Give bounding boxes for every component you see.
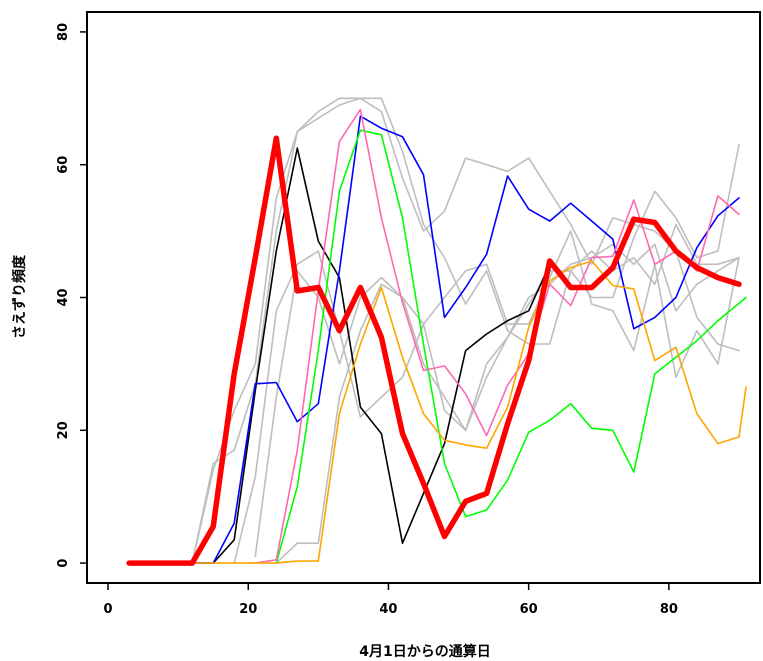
x-tick-label: 80 <box>660 602 678 617</box>
series-line-4 <box>254 243 740 558</box>
series-line-10 <box>128 260 747 564</box>
y-tick-label: 40 <box>56 288 71 306</box>
series-line-5 <box>275 223 740 564</box>
x-axis-label: 4月1日からの通算日 <box>359 643 490 660</box>
x-tick-label: 20 <box>239 602 257 617</box>
y-tick-label: 80 <box>56 23 71 41</box>
series-line-9 <box>254 108 740 564</box>
y-tick-label: 20 <box>56 421 71 439</box>
y-tick-label: 0 <box>56 559 71 568</box>
y-tick-label: 60 <box>56 156 71 174</box>
series-layer <box>126 97 747 566</box>
x-tick-label: 40 <box>379 602 397 617</box>
series-line-7 <box>191 115 740 564</box>
y-axis-label: さえずり頻度 <box>11 254 28 339</box>
series-line-8 <box>275 129 747 564</box>
series-line-11 <box>126 135 742 566</box>
x-axis: 0 20 40 60 80 <box>104 583 678 617</box>
series-line-6 <box>191 147 551 564</box>
y-axis: 0 20 40 60 80 <box>56 23 87 568</box>
x-tick-label: 0 <box>104 602 113 617</box>
x-tick-label: 60 <box>520 602 538 617</box>
